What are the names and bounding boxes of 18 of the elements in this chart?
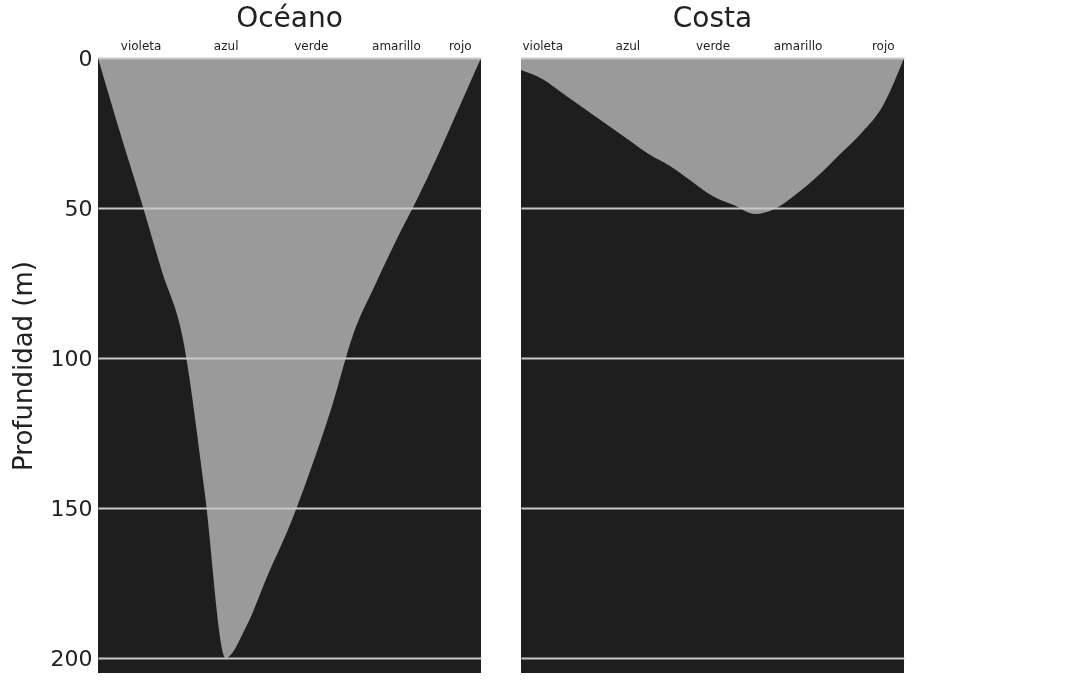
y-axis-title: Profundidad (m) <box>7 261 38 471</box>
y-tick-label: 100 <box>50 345 93 371</box>
chart-title: Costa <box>672 1 753 34</box>
x-tick-label: rojo <box>871 38 895 53</box>
y-tick-label: 200 <box>50 645 93 671</box>
y-tick-label: 0 <box>78 45 93 71</box>
x-tick-label: amarillo <box>773 38 823 53</box>
x-tick-label: violeta <box>522 38 564 53</box>
x-tick-label: azul <box>615 38 641 53</box>
x-tick-label: rojo <box>448 38 472 53</box>
x-tick-label: verde <box>695 38 731 53</box>
x-tick-label: violeta <box>120 38 162 53</box>
y-tick-label: 150 <box>50 495 93 521</box>
chart-title: Océano <box>236 1 343 34</box>
x-tick-label: azul <box>213 38 239 53</box>
x-tick-label: amarillo <box>372 38 421 53</box>
x-tick-label: verde <box>294 38 329 53</box>
y-tick-label: 50 <box>64 195 93 221</box>
